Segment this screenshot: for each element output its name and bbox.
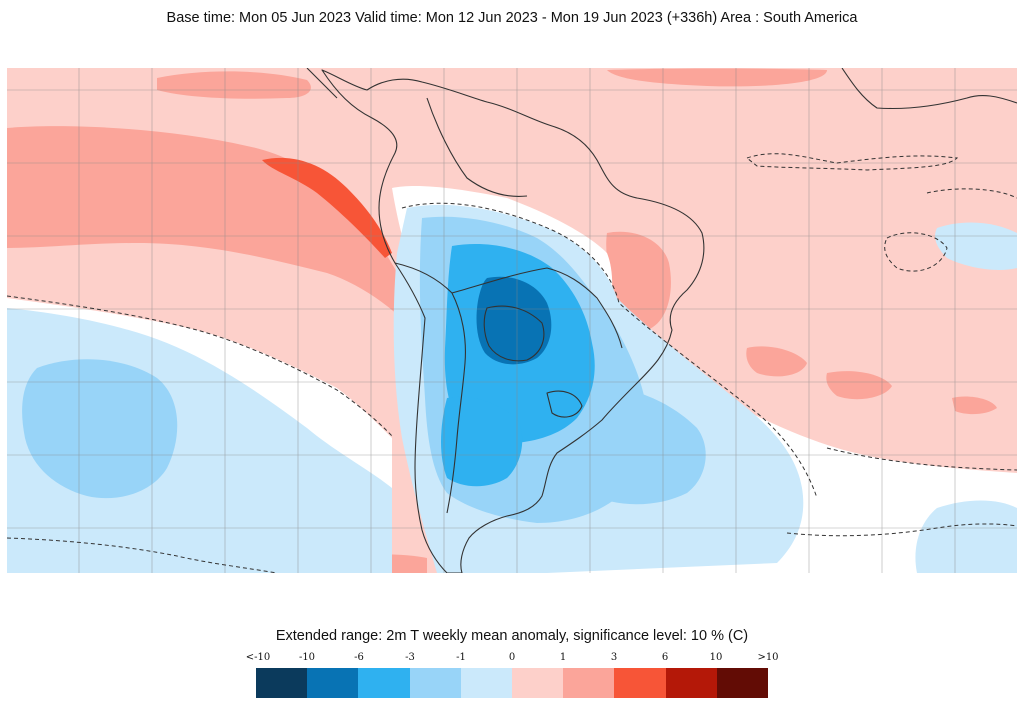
- graticule: [7, 68, 1017, 573]
- legend-label: 1: [559, 652, 567, 663]
- legend-swatch: [358, 668, 410, 698]
- legend-swatch: [563, 668, 615, 698]
- legend-label: -1: [456, 652, 466, 663]
- other-coastlines: [306, 68, 1017, 110]
- significance-contours: [7, 153, 1017, 573]
- atlantic-warm-patch-3: [952, 396, 997, 415]
- legend-color-bar: [256, 668, 769, 698]
- legend-labels: <-10 -10 -6 -3 -1 0 1 3 6 10 >10: [0, 652, 1024, 666]
- country-border-andes: [394, 262, 466, 514]
- legend-label: -10: [298, 652, 316, 663]
- legend-swatch: [256, 668, 308, 698]
- africa-coast: [841, 68, 1017, 110]
- pacific-warm-band: [7, 126, 427, 328]
- legend-label: -3: [405, 652, 415, 663]
- country-border-uruguay: [546, 390, 583, 418]
- tropical-atlantic-cool-patch: [935, 222, 1017, 270]
- north-atlantic-warm-patch: [607, 68, 827, 87]
- southeast-atlantic-cool-patch: [915, 500, 1017, 573]
- country-border-brazil: [451, 267, 623, 349]
- legend-swatch: [307, 668, 359, 698]
- country-border-north: [426, 97, 528, 197]
- south-america-coastline: [321, 69, 705, 573]
- south-atlantic-cold-blob: [557, 385, 706, 505]
- atlantic-warm-patch-2: [826, 371, 892, 400]
- country-border-paraguay: [483, 305, 545, 362]
- north-pacific-warm-patch: [157, 71, 311, 99]
- legend-swatch: [716, 668, 769, 698]
- page-title: Base time: Mon 05 Jun 2023 Valid time: M…: [166, 10, 858, 26]
- legend-label: 10: [709, 652, 723, 663]
- legend-swatch: [460, 668, 513, 698]
- atlantic-warm-patch-1: [746, 346, 807, 377]
- peru-hot-spot: [262, 157, 392, 258]
- legend-swatch: [665, 668, 717, 698]
- pacific-cold-blob: [22, 359, 178, 499]
- anomaly-map[interactable]: [7, 68, 1017, 573]
- central-america-coast: [306, 68, 338, 99]
- legend-label: 0: [508, 652, 516, 663]
- legend-label: >10: [757, 652, 779, 663]
- paraguay-cold-center: [476, 276, 552, 365]
- legend-label: 6: [661, 652, 669, 663]
- legend-label: -6: [354, 652, 364, 663]
- legend-label: 3: [610, 652, 618, 663]
- legend-swatch: [614, 668, 666, 698]
- patagonia-cold-tongue: [441, 396, 523, 487]
- legend-swatch: [512, 668, 564, 698]
- legend-label: <-10: [245, 652, 271, 663]
- legend-title: Extended range: 2m T weekly mean anomaly…: [275, 628, 749, 644]
- legend-swatch: [409, 668, 461, 698]
